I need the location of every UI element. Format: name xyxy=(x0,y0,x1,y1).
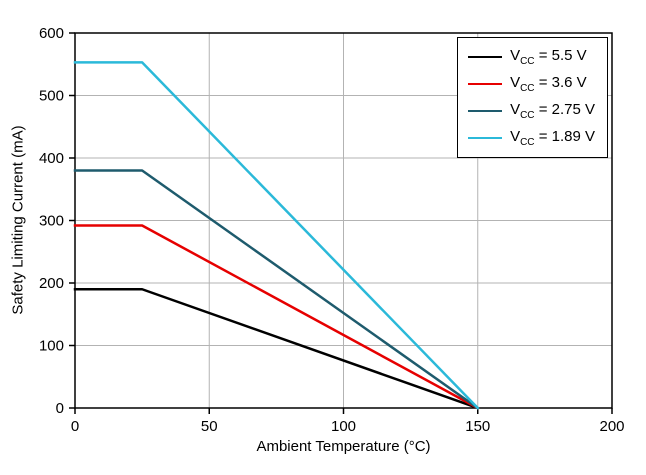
x-axis-label-text: Ambient Temperature (°C) xyxy=(256,438,431,455)
x-tick-label: 50 xyxy=(201,418,218,435)
legend-item-vcc-2p75v: VCC = 2.75 V xyxy=(468,101,595,121)
legend-label: VCC = 1.89 V xyxy=(510,128,595,148)
legend-line-swatch xyxy=(468,137,503,139)
y-axis-label: Safety Limiting Current (mA) xyxy=(10,125,27,314)
y-axis-label-text: Safety Limiting Current (mA) xyxy=(9,125,27,315)
y-tick-label: 100 xyxy=(39,338,64,355)
legend-line-swatch xyxy=(468,56,503,58)
series-line-vcc-1p89v xyxy=(73,61,480,410)
legend-label: VCC = 3.6 V xyxy=(510,74,587,94)
legend-label: VCC = 5.5 V xyxy=(510,47,587,67)
y-tick-label: 600 xyxy=(39,25,64,42)
legend-line-swatch xyxy=(468,110,503,112)
y-tick-label: 300 xyxy=(39,213,64,230)
series-line-vcc-5p5v xyxy=(73,288,480,410)
x-tick-label: 150 xyxy=(465,418,490,435)
y-tick-label: 0 xyxy=(56,400,64,417)
y-tick-label: 400 xyxy=(39,150,64,167)
x-tick-label: 100 xyxy=(331,418,356,435)
legend-item-vcc-1p89v: VCC = 1.89 V xyxy=(468,128,595,148)
x-axis-label: Ambient Temperature (°C) xyxy=(75,438,612,455)
y-tick-label: 500 xyxy=(39,88,64,105)
x-tick-label: 0 xyxy=(71,418,79,435)
legend-line-swatch xyxy=(468,83,503,85)
series-line-vcc-2p75v xyxy=(73,169,480,410)
legend-item-vcc-3p6v: VCC = 3.6 V xyxy=(468,74,595,94)
legend-item-vcc-5p5v: VCC = 5.5 V xyxy=(468,47,595,67)
legend: VCC = 5.5 V VCC = 3.6 V VCC = 2.75 V VCC = … xyxy=(457,37,608,158)
series-line-vcc-3p6v xyxy=(73,224,480,410)
tick-labels: 0 50 100 150 200 0 100 200 300 400 500 600 xyxy=(39,25,625,435)
x-tick-label: 200 xyxy=(599,418,624,435)
y-tick-label: 200 xyxy=(39,275,64,292)
legend-label: VCC = 2.75 V xyxy=(510,101,595,121)
